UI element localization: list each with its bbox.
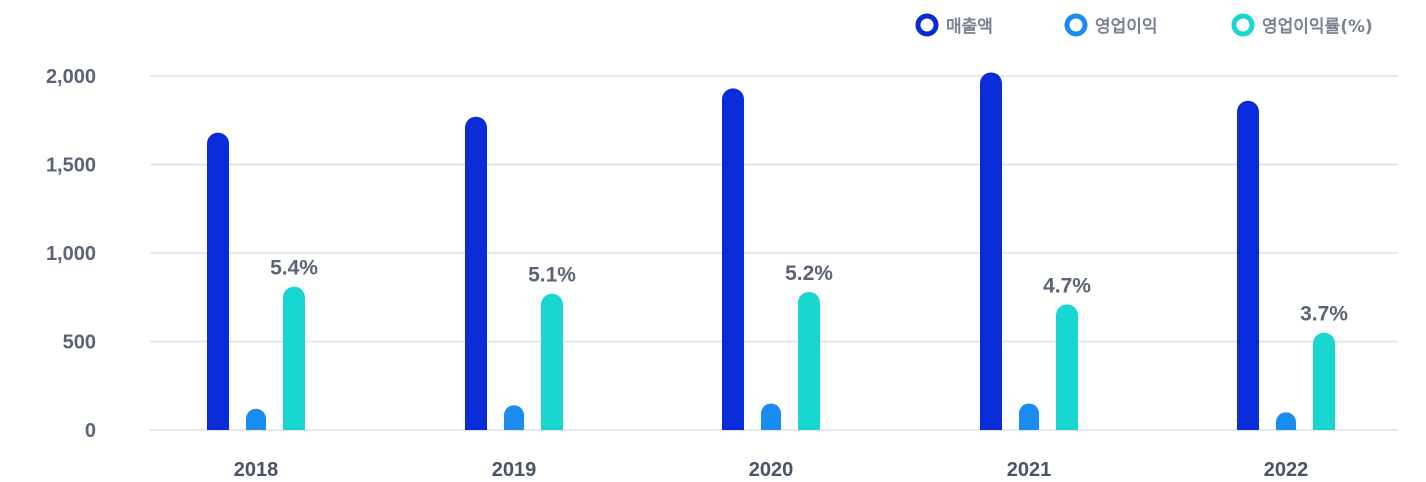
x-tick-label: 2018 [234, 459, 279, 481]
x-tick-label: 2021 [1007, 459, 1052, 481]
bar-1 [207, 132, 229, 430]
bar-2 [1019, 403, 1039, 430]
x-tick-label: 2019 [492, 459, 537, 481]
bar-3 [541, 293, 563, 430]
bar-2 [504, 405, 524, 430]
data-label: 5.2% [785, 262, 833, 285]
y-tick-label: 500 [63, 332, 96, 354]
data-labels: 5.4% 5.1% 5.2% 4.7% 3.7% [270, 257, 1348, 326]
bar-2 [246, 408, 266, 430]
data-label: 4.7% [1043, 274, 1091, 297]
x-axis: 2018 2019 2020 2021 2022 [234, 459, 1309, 481]
y-tick-label: 2,000 [46, 66, 96, 88]
data-label: 5.4% [270, 257, 318, 280]
y-tick-label: 1,500 [46, 155, 96, 177]
y-tick-label: 1,000 [46, 243, 96, 265]
bar-3 [1313, 332, 1335, 430]
legend-marker [1231, 13, 1255, 37]
bar-3 [798, 291, 820, 430]
y-tick-label: 0 [85, 420, 96, 442]
bar-1 [1237, 100, 1259, 431]
x-tick-label: 2022 [1264, 459, 1309, 481]
legend-label: 영업이익 [1095, 17, 1158, 37]
data-label: 3.7% [1300, 303, 1348, 326]
gridlines [150, 75, 1398, 431]
bar-2 [1276, 412, 1296, 430]
bar-1 [980, 72, 1002, 431]
bar-3 [283, 286, 305, 430]
bar-2 [761, 403, 781, 430]
legend-label: 매출액 [946, 17, 993, 37]
legend-marker [915, 13, 939, 37]
bar-1 [465, 116, 487, 430]
data-label: 5.1% [528, 264, 576, 287]
bar-3 [1056, 304, 1078, 430]
bars [207, 72, 1335, 431]
legend: 매출액 영업이익 영업이익률(%) [915, 13, 1373, 37]
bar-1 [722, 88, 744, 430]
legend-label: 영업이익률(%) [1262, 17, 1373, 37]
legend-marker [1064, 13, 1088, 37]
y-axis: 0 500 1,000 1,500 2,000 [46, 66, 96, 442]
x-tick-label: 2020 [749, 459, 794, 481]
